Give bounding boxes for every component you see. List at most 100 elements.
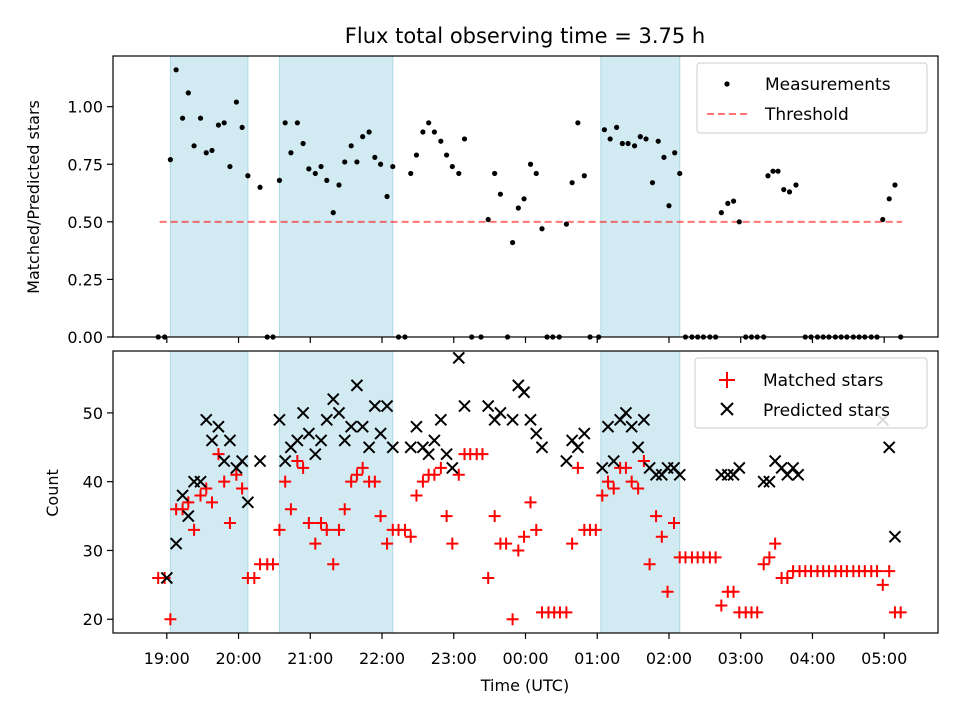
- measurement-point-74: [614, 124, 620, 131]
- matched-point-28: [320, 523, 333, 536]
- measurement-point-16: [257, 184, 263, 190]
- predicted-point-29: [356, 420, 369, 433]
- measurement-point-49: [456, 170, 462, 177]
- measurement-point-28: [330, 210, 336, 216]
- measurement-point-26: [318, 163, 324, 170]
- predicted-point-63: [625, 420, 638, 433]
- matched-point-32: [345, 475, 358, 488]
- measurement-point-9: [209, 147, 215, 154]
- shaded-interval-0: [169, 350, 249, 634]
- measurement-point-119: [880, 216, 886, 223]
- legend-predicted-marker: [720, 402, 734, 416]
- predicted-point-39: [428, 434, 441, 447]
- measurement-point-38: [390, 163, 396, 170]
- predicted-point-75: [733, 461, 746, 475]
- matched-point-124: [894, 606, 907, 619]
- predicted-point-30: [362, 441, 376, 454]
- predicted-point-21: [309, 447, 322, 461]
- matched-point-61: [518, 530, 531, 543]
- matched-point-47: [434, 461, 447, 474]
- predicted-point-73: [721, 468, 735, 482]
- measurement-point-46: [438, 138, 444, 144]
- shaded-interval-1: [278, 350, 394, 634]
- measurement-point-104: [786, 189, 793, 195]
- figure-title: Flux total observing time = 3.75 h: [345, 24, 705, 48]
- xtick-label-6: 01:00: [574, 649, 620, 668]
- measurement-point-102: [775, 168, 781, 174]
- predicted-point-85: [888, 530, 902, 543]
- matched-point-6: [188, 523, 201, 536]
- measurement-point-94: [730, 198, 737, 204]
- matched-point-19: [266, 558, 279, 571]
- measurement-point-50: [461, 136, 468, 142]
- measurement-point-62: [539, 226, 545, 232]
- measurement-point-67: [569, 180, 575, 186]
- matched-point-43: [410, 489, 423, 502]
- measurement-point-34: [366, 129, 372, 135]
- top-ytick-label-2: 0.50: [67, 213, 103, 232]
- predicted-point-19: [296, 406, 310, 420]
- predicted-point-38: [422, 447, 435, 461]
- measurement-point-23: [300, 140, 306, 147]
- measurement-point-14: [239, 124, 245, 131]
- matched-point-20: [273, 523, 286, 536]
- predicted-point-60: [607, 454, 620, 468]
- matched-point-8: [200, 482, 213, 495]
- matched-point-29: [327, 558, 340, 571]
- predicted-point-77: [763, 475, 776, 488]
- measurement-point-13: [233, 99, 239, 105]
- matched-point-41: [398, 523, 411, 536]
- predicted-point-1: [169, 537, 183, 550]
- bottom-y-axis-label: Count: [43, 469, 62, 517]
- measurement-point-24: [306, 166, 312, 172]
- matched-point-46: [428, 468, 441, 481]
- matched-point-70: [571, 461, 584, 474]
- measurement-point-33: [360, 134, 366, 140]
- matched-point-56: [488, 510, 501, 523]
- matched-point-13: [230, 468, 243, 481]
- predicted-point-54: [560, 454, 573, 468]
- matched-point-16: [248, 571, 261, 584]
- matched-point-84: [655, 530, 668, 543]
- predicted-point-64: [631, 441, 645, 454]
- matched-point-22: [284, 503, 297, 516]
- predicted-point-27: [344, 420, 358, 433]
- xtick-label-3: 22:00: [359, 649, 405, 668]
- measurement-point-2: [167, 157, 173, 163]
- predicted-point-59: [601, 420, 615, 433]
- measurement-point-69: [581, 173, 587, 179]
- matched-point-96: [727, 585, 740, 598]
- shaded-interval-1: [278, 55, 394, 338]
- measurement-point-93: [725, 200, 731, 207]
- predicted-point-42: [446, 461, 459, 475]
- predicted-point-24: [327, 392, 340, 406]
- top-ytick-label-0: 0.00: [67, 328, 103, 347]
- top-ytick-label-1: 0.25: [67, 270, 103, 289]
- predicted-point-12: [235, 454, 249, 468]
- matched-point-42: [404, 530, 417, 543]
- measurement-point-58: [515, 205, 521, 211]
- measurement-point-15: [245, 173, 251, 179]
- predicted-point-7: [205, 434, 219, 447]
- measurement-point-121: [892, 182, 898, 188]
- matched-point-78: [619, 461, 632, 474]
- matched-point-122: [883, 565, 896, 578]
- predicted-point-22: [314, 434, 328, 447]
- xtick-label-7: 02:00: [646, 649, 692, 668]
- measurement-point-72: [601, 127, 608, 133]
- measurement-point-7: [197, 115, 204, 121]
- predicted-point-13: [241, 496, 255, 509]
- measurement-point-30: [342, 159, 348, 165]
- matched-point-10: [212, 448, 225, 461]
- matched-point-81: [637, 455, 650, 468]
- measurement-point-59: [521, 196, 527, 202]
- bottom-panel: 20 30 40 50 19:00 20:00 21:00 22:00 23:00 00:00 0…: [43, 350, 939, 695]
- matched-point-27: [315, 516, 328, 529]
- predicted-point-82: [791, 468, 805, 482]
- legend-predicted-label: Predicted stars: [763, 401, 890, 421]
- matched-point-102: [763, 551, 776, 564]
- measurement-point-85: [677, 170, 683, 177]
- predicted-point-58: [596, 461, 609, 475]
- legend-threshold-label: Threshold: [764, 105, 849, 125]
